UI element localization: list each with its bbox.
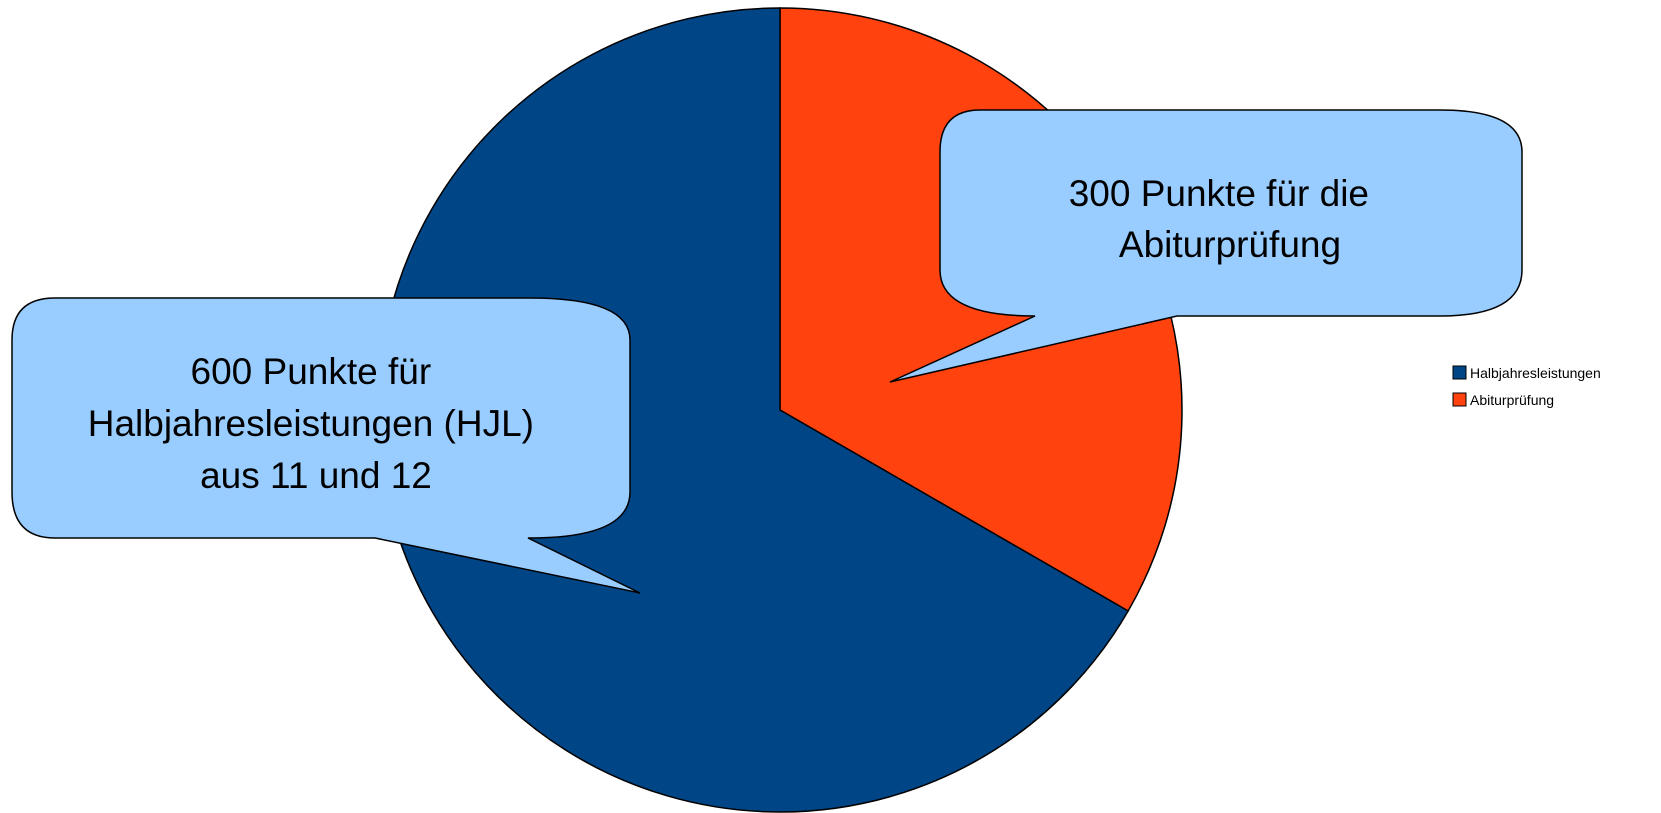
svg-text:300 Punkte für die Abitu: 300 Punkte für die Abiturprüfung (1069, 173, 1380, 265)
legend-swatch-abiturpruefung (1452, 392, 1467, 407)
legend: Halbjahresleistungen Abiturprüfung (1452, 365, 1601, 408)
callout-abiturpruefung: 300 Punkte für die Abiturprüfung (889, 109, 1523, 383)
callout-bubble-abiturpruefung (889, 109, 1523, 383)
legend-item-abiturpruefung: Abiturprüfung (1452, 392, 1554, 408)
callout-line-abiturpruefung-1: 300 Punkte für die (1069, 173, 1369, 214)
legend-swatch-halbjahresleistungen (1452, 365, 1467, 380)
legend-item-halbjahresleistungen: Halbjahresleistungen (1452, 365, 1601, 381)
pie-slice-halbjahresleistungen (377, 7, 1130, 813)
callout-line-halbjahresleistungen-3: aus 11 und 12 (200, 455, 432, 496)
legend-label-abiturpruefung: Abiturprüfung (1470, 392, 1554, 408)
callout-line-abiturpruefung-2: Abiturprüfung (1119, 224, 1341, 265)
callout-line-halbjahresleistungen-2: Halbjahresleistungen (HJL) (88, 403, 534, 444)
callout-halbjahresleistungen: 600 Punkte für Halbjahresleistungen (HJL… (11, 297, 641, 594)
svg-text:600 Punkte für Halbjahre: 600 Punkte für Halbjahresleistungen (HJL… (88, 351, 545, 496)
callout-bubble-halbjahresleistungen (11, 297, 641, 594)
callout-line-halbjahresleistungen-1: 600 Punkte für (191, 351, 432, 392)
legend-label-halbjahresleistungen: Halbjahresleistungen (1470, 365, 1601, 381)
